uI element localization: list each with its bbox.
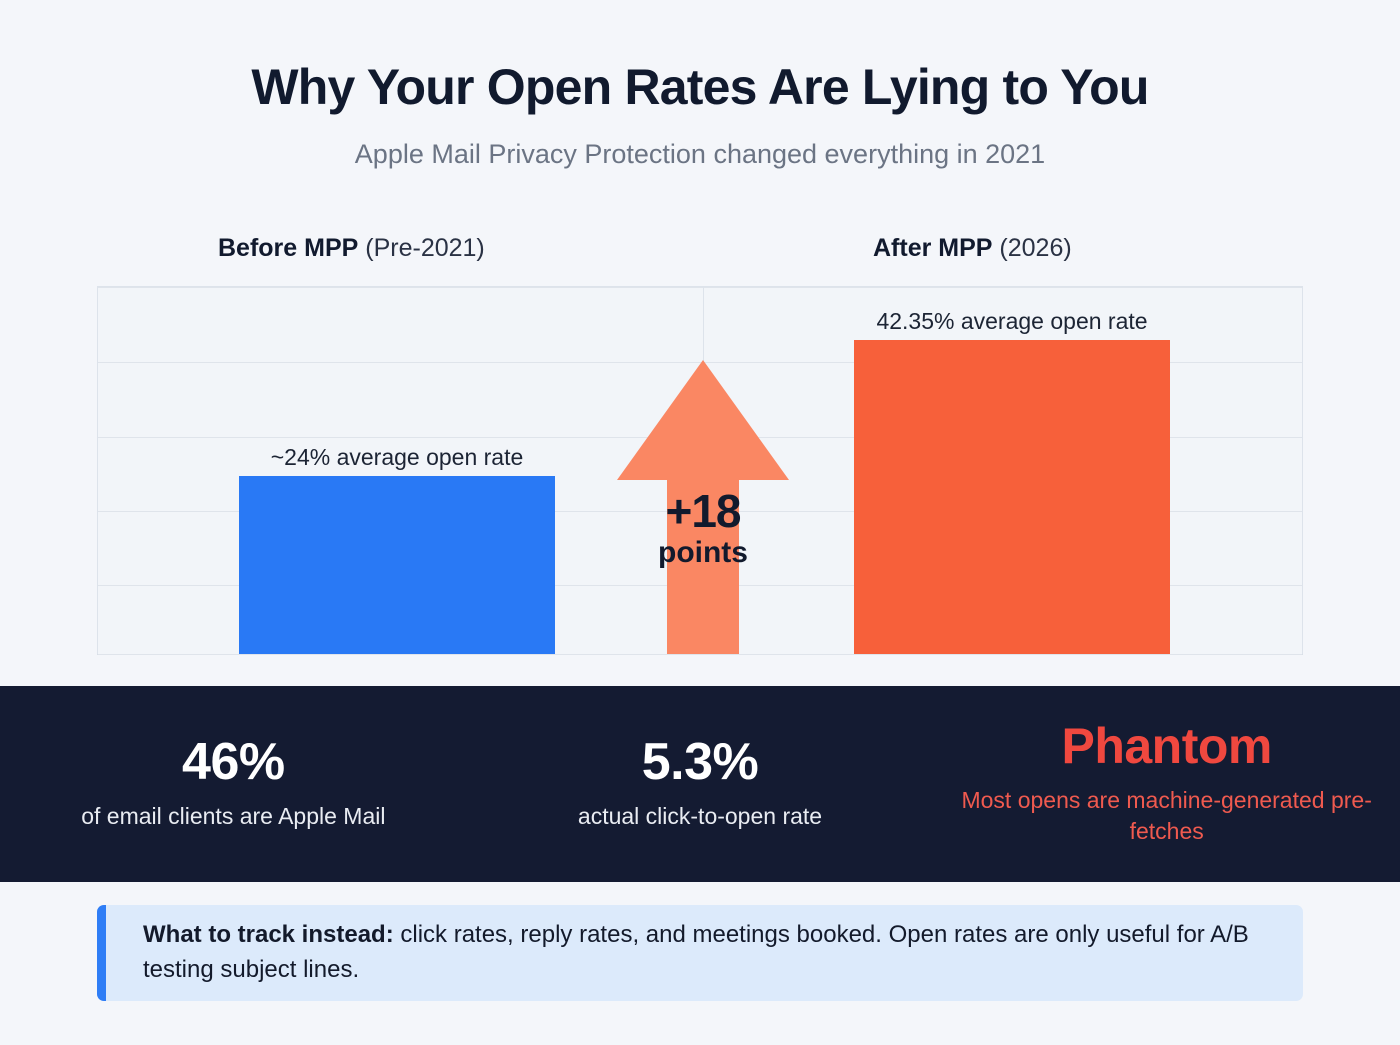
delta-arrow: +18 points xyxy=(617,360,789,654)
bar-after-mpp xyxy=(854,340,1170,654)
stat-apple-mail-share: 46% of email clients are Apple Mail xyxy=(0,735,467,833)
page-title: Why Your Open Rates Are Lying to You xyxy=(251,59,1149,115)
panel-label-before-period: (Pre-2021) xyxy=(365,234,485,262)
stats-band: 46% of email clients are Apple Mail 5.3%… xyxy=(0,686,1400,882)
recommendation-callout: What to track instead: click rates, repl… xyxy=(97,905,1303,1001)
bar-value-label-after: 42.35% average open rate xyxy=(876,308,1148,334)
callout-lead: What to track instead: xyxy=(143,921,394,949)
stat-phantom-opens: Phantom Most opens are machine-generated… xyxy=(933,720,1400,848)
callout-body: click rates, reply rates, and meetings b… xyxy=(143,921,1249,983)
panel-label-after-period: (2026) xyxy=(999,234,1072,262)
callout-accent-bar xyxy=(97,905,106,1001)
gridline xyxy=(98,654,1302,655)
stat-caption: Most opens are machine-generated pre-fet… xyxy=(961,786,1372,845)
page-subtitle: Apple Mail Privacy Protection changed ev… xyxy=(354,139,1046,169)
stat-value: 5.3% xyxy=(641,732,759,791)
stat-value: Phantom xyxy=(1061,718,1272,775)
gridline xyxy=(98,287,1302,288)
bar-value-label-before: ~24% average open rate xyxy=(270,444,524,470)
panel-label-before-strong: Before MPP xyxy=(218,234,359,262)
panel-label-after-strong: After MPP xyxy=(873,234,993,262)
stat-caption: of email clients are Apple Mail xyxy=(81,803,386,830)
bar-before-mpp xyxy=(239,476,555,654)
panel-label-before: Before MPP (Pre-2021) xyxy=(218,234,485,263)
arrow-shaft xyxy=(667,478,739,654)
panel-label-after: After MPP (2026) xyxy=(873,234,1072,263)
delta-arrow-text: +18 points xyxy=(617,488,789,571)
stat-caption: actual click-to-open rate xyxy=(577,803,823,830)
stat-click-to-open-rate: 5.3% actual click-to-open rate xyxy=(467,735,934,833)
arrow-up-icon xyxy=(617,360,789,480)
delta-value: +18 xyxy=(665,485,741,537)
delta-unit: points xyxy=(658,535,748,569)
stat-value: 46% xyxy=(182,732,285,791)
callout-text: What to track instead: click rates, repl… xyxy=(97,918,1303,987)
bar-chart-plot-area: ~24% average open rate +18 points 42.35%… xyxy=(97,286,1303,655)
